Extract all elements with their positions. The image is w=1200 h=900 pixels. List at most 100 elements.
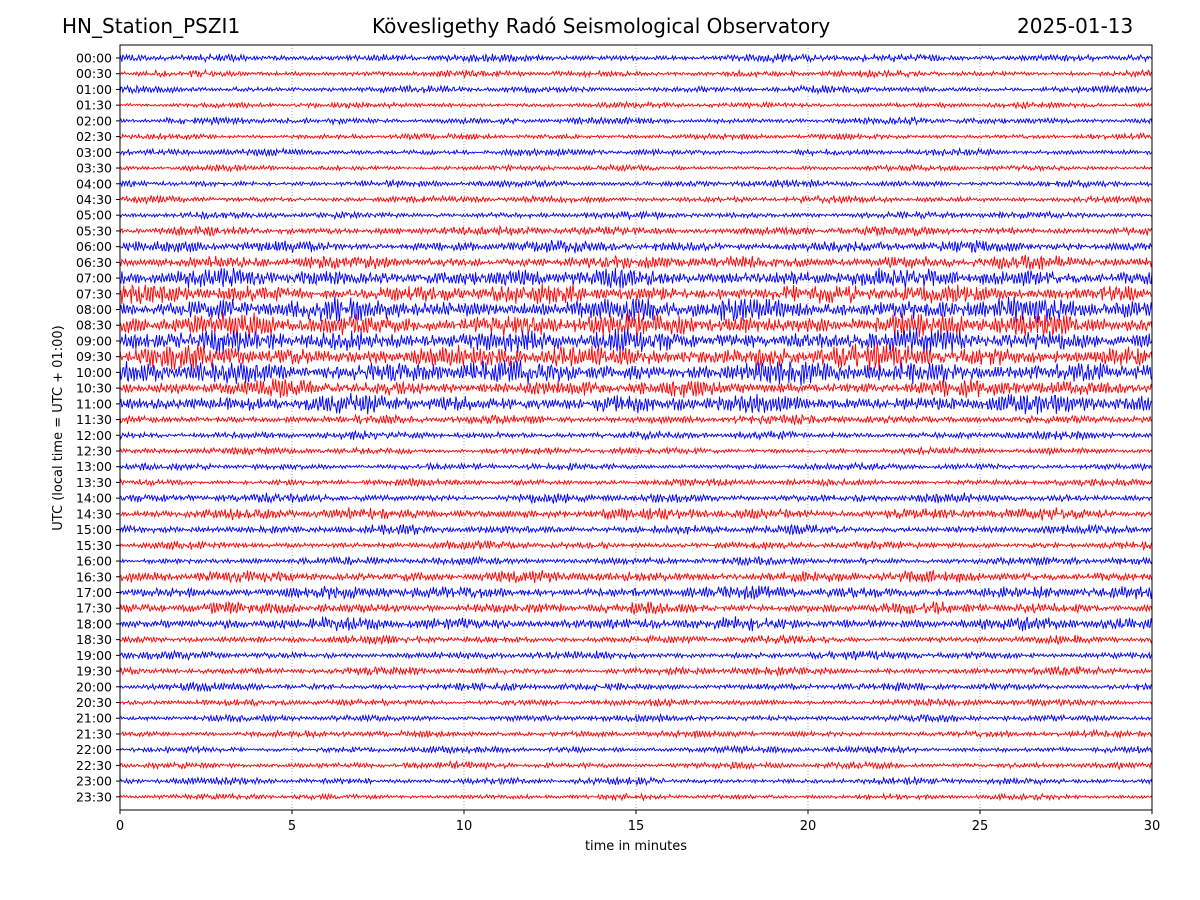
seismic-trace: [119, 445, 1153, 457]
seismic-trace: [119, 178, 1153, 189]
x-tick-label: 5: [288, 819, 296, 834]
y-tick-label: 21:30: [76, 726, 112, 741]
y-tick-label: 23:30: [76, 789, 112, 804]
x-tick-label: 30: [1144, 819, 1161, 834]
x-axis-ticks: 0 5 10 15 20 25 30: [116, 810, 1160, 834]
y-tick-label: 07:30: [76, 286, 112, 301]
y-tick-label: 02:30: [76, 129, 112, 144]
y-tick-label: 01:30: [76, 98, 112, 113]
station-title: HN_Station_PSZI1: [62, 14, 241, 38]
seismic-trace: [119, 68, 1153, 79]
seismic-trace: [119, 728, 1153, 740]
seismic-trace: [119, 523, 1153, 536]
y-tick-label: 18:30: [76, 632, 112, 647]
seismic-trace: [119, 239, 1153, 254]
seismic-trace: [119, 570, 1153, 584]
seismic-trace: [119, 555, 1153, 567]
seismic-trace: [119, 327, 1153, 355]
y-tick-label: 03:30: [76, 161, 112, 176]
y-tick-label: 05:00: [76, 208, 112, 223]
grid-lines: [291, 45, 981, 810]
y-tick-label: 03:00: [76, 145, 112, 160]
seismic-trace: [120, 194, 1153, 206]
seismic-trace: [119, 163, 1153, 173]
y-tick-label: 11:00: [76, 396, 112, 411]
seismic-trace: [119, 254, 1153, 270]
seismic-trace: [119, 539, 1153, 551]
seismic-trace: [119, 429, 1153, 442]
y-tick-label: 17:30: [76, 601, 112, 616]
seismic-trace: [119, 712, 1153, 724]
seismic-trace: [119, 296, 1153, 324]
y-tick-label: 19:30: [76, 664, 112, 679]
x-tick-label: 15: [628, 819, 645, 834]
y-tick-label: 08:30: [76, 318, 112, 333]
y-tick-label: 09:30: [76, 349, 112, 364]
x-tick-label: 20: [800, 819, 817, 834]
seismic-trace: [119, 413, 1153, 426]
y-tick-label: 08:00: [76, 302, 112, 317]
seismic-trace: [119, 585, 1153, 601]
y-tick-label: 02:00: [76, 113, 112, 128]
y-tick-label: 21:00: [76, 711, 112, 726]
y-tick-label: 20:30: [76, 695, 112, 710]
y-tick-label: 11:30: [76, 412, 112, 427]
seismic-trace: [119, 146, 1153, 158]
y-tick-label: 13:00: [76, 459, 112, 474]
seismic-trace: [119, 378, 1153, 399]
y-tick-label: 01:00: [76, 82, 112, 97]
y-tick-label: 22:00: [76, 742, 112, 757]
seismic-trace: [119, 744, 1153, 755]
y-tick-label: 07:00: [76, 271, 112, 286]
y-tick-label: 16:30: [76, 569, 112, 584]
seismic-trace: [119, 461, 1153, 472]
seismic-trace: [119, 131, 1153, 142]
seismic-trace: [119, 283, 1153, 305]
y-tick-label: 15:00: [76, 522, 112, 537]
y-tick-label: 15:30: [76, 538, 112, 553]
y-tick-label: 18:00: [76, 616, 112, 631]
y-tick-label: 17:00: [76, 585, 112, 600]
seismic-trace: [119, 267, 1153, 289]
y-tick-label: 13:30: [76, 475, 112, 490]
seismic-trace: [119, 697, 1153, 708]
x-tick-label: 10: [456, 819, 473, 834]
y-tick-label: 10:30: [76, 381, 112, 396]
date-title: 2025-01-13: [1017, 14, 1134, 38]
seismic-trace: [119, 52, 1153, 65]
seismic-trace: [119, 775, 1153, 787]
seismic-trace: [119, 681, 1153, 693]
y-tick-label: 04:00: [76, 176, 112, 191]
seismic-trace: [119, 311, 1153, 339]
y-tick-label: 00:30: [76, 66, 112, 81]
y-tick-label: 00:00: [76, 51, 112, 66]
y-tick-label: 12:00: [76, 428, 112, 443]
y-tick-label: 06:00: [76, 239, 112, 254]
y-tick-label: 14:30: [76, 506, 112, 521]
y-tick-label: 04:30: [76, 192, 112, 207]
seismic-trace: [119, 342, 1153, 371]
y-tick-label: 10:00: [76, 365, 112, 380]
y-tick-label: 09:00: [76, 333, 112, 348]
seismic-trace: [119, 600, 1153, 615]
y-tick-label: 12:30: [76, 444, 112, 459]
y-tick-label: 19:00: [76, 648, 112, 663]
observatory-title: Kövesligethy Radó Seismological Observat…: [372, 14, 831, 38]
seismic-trace: [119, 477, 1153, 488]
x-tick-label: 0: [116, 819, 124, 834]
y-tick-label: 06:30: [76, 255, 112, 270]
seismic-trace: [119, 84, 1153, 95]
y-axis-label: UTC (local time = UTC + 01:00): [51, 325, 66, 530]
y-tick-label: 23:00: [76, 774, 112, 789]
y-tick-label: 22:30: [76, 758, 112, 773]
trace-group: [119, 52, 1153, 802]
y-axis-ticks: 00:0000:3001:0001:3002:0002:3003:0003:30…: [76, 51, 120, 804]
x-tick-label: 25: [972, 819, 989, 834]
y-tick-label: 14:00: [76, 491, 112, 506]
seismic-trace: [119, 507, 1153, 521]
seismic-trace: [119, 616, 1153, 632]
seismic-trace: [119, 649, 1153, 662]
seismic-trace: [119, 665, 1153, 677]
y-tick-label: 20:00: [76, 679, 112, 694]
